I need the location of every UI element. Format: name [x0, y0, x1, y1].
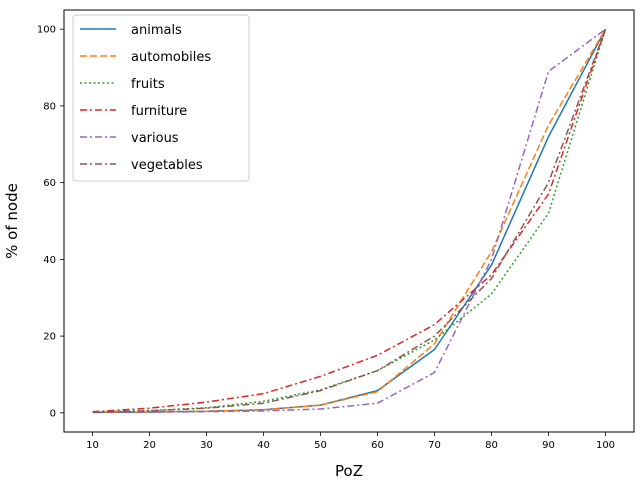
- legend-label-fruits: fruits: [131, 77, 165, 92]
- x-tick-label: 20: [143, 440, 156, 451]
- legend-label-vegetables: vegetables: [131, 158, 203, 173]
- x-tick-label: 10: [86, 440, 99, 451]
- y-axis-label: % of node: [3, 183, 21, 259]
- y-tick-label: 100: [37, 25, 56, 36]
- series-line-vegetables: [92, 28, 607, 413]
- series-line-various: [92, 28, 606, 414]
- plot-frame: [63, 9, 635, 433]
- x-tick-label: 90: [542, 440, 555, 451]
- series-line-furniture: [92, 28, 607, 413]
- x-tick-label: 80: [485, 440, 498, 451]
- y-axis-ticks: 0 20 40 60 80 100: [37, 25, 64, 419]
- y-tick-label: 0: [50, 408, 56, 419]
- x-tick-label: 50: [314, 440, 327, 451]
- y-tick-label: 60: [43, 178, 56, 189]
- x-axis-ticks: 10 20 30 40 50 60 70 80 90 100: [86, 432, 615, 451]
- x-tick-label: 70: [428, 440, 441, 451]
- y-tick-label: 80: [43, 101, 56, 112]
- x-tick-label: 60: [371, 440, 384, 451]
- legend-label-animals: animals: [131, 23, 182, 38]
- legend: animals automobiles fruits furniture various…: [72, 14, 250, 182]
- x-tick-label: 30: [200, 440, 213, 451]
- x-axis-label: PoZ: [335, 462, 363, 480]
- legend-label-various: various: [131, 131, 179, 146]
- legend-box: [72, 14, 250, 182]
- legend-label-furniture: furniture: [131, 104, 187, 119]
- x-tick-label: 40: [257, 440, 270, 451]
- series-lines: [92, 28, 607, 414]
- y-tick-label: 20: [43, 332, 56, 343]
- legend-label-automobiles: automobiles: [131, 50, 211, 65]
- x-tick-label: 100: [596, 440, 615, 451]
- y-tick-label: 40: [43, 255, 56, 266]
